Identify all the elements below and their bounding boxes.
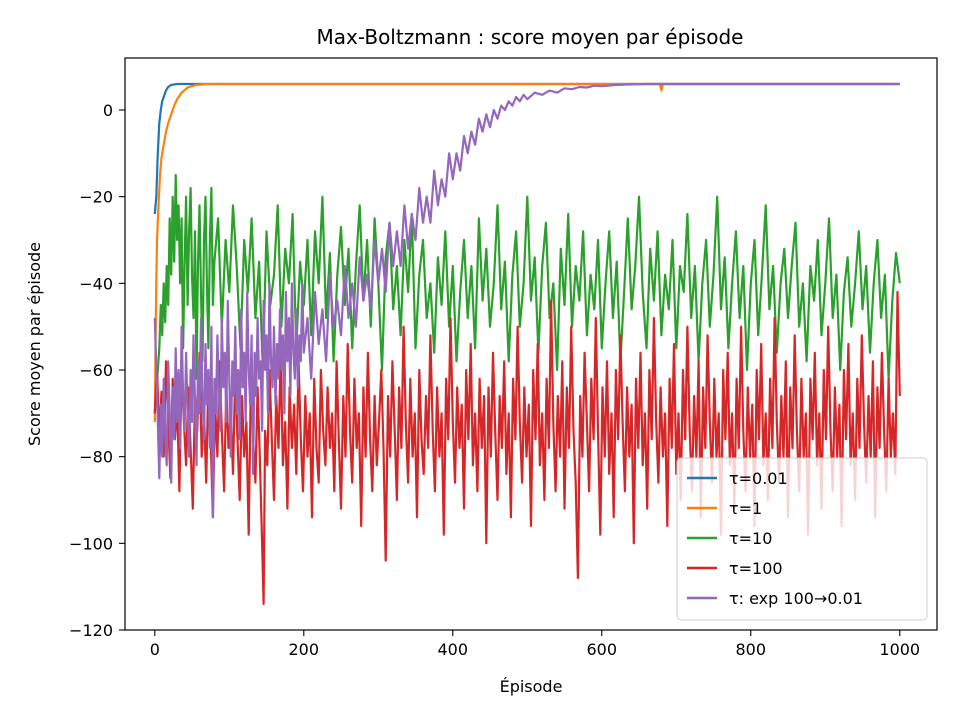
x-tick-label: 400 [438,640,469,659]
y-axis-title: Score moyen par épisode [25,242,44,446]
x-tick-label: 1000 [879,640,920,659]
y-tick-label: −80 [79,448,113,467]
legend-label: τ=100 [729,559,783,578]
x-tick-label: 0 [150,640,160,659]
series-layer [153,82,901,606]
legend-label: τ=10 [729,529,772,548]
plot-frame [124,57,938,631]
legend: τ=0.01 τ=1 τ=10 τ=100 τ: exp 100→0.01 [676,457,928,621]
legend-label: τ=0.01 [729,469,788,488]
y-tick-label: −40 [79,274,113,293]
legend-label: τ=1 [729,499,762,518]
series-line-3 [153,173,901,414]
y-tick-label: −20 [79,188,113,207]
y-tick-label: −60 [79,361,113,380]
legend-label: τ: exp 100→0.01 [729,589,863,608]
series-line-1 [153,82,900,215]
x-tick-label: 600 [586,640,617,659]
x-tick-label: 200 [289,640,320,659]
y-tick-label: −120 [69,621,113,640]
x-axis-title: Épisode [500,677,563,696]
legend-box [676,457,928,621]
x-axis: 0 200 400 600 800 1000 [150,630,920,659]
y-axis: −120 −100 −80 −60 −40 −20 0 [69,101,125,640]
series-line-4 [153,290,901,606]
x-tick-label: 800 [735,640,766,659]
series-line-2 [153,82,900,423]
chart-title: Max-Boltzmann : score moyen par épisode [317,25,744,49]
series-line-5 [153,82,900,519]
y-tick-label: −100 [69,534,113,553]
y-tick-label: 0 [103,101,113,120]
